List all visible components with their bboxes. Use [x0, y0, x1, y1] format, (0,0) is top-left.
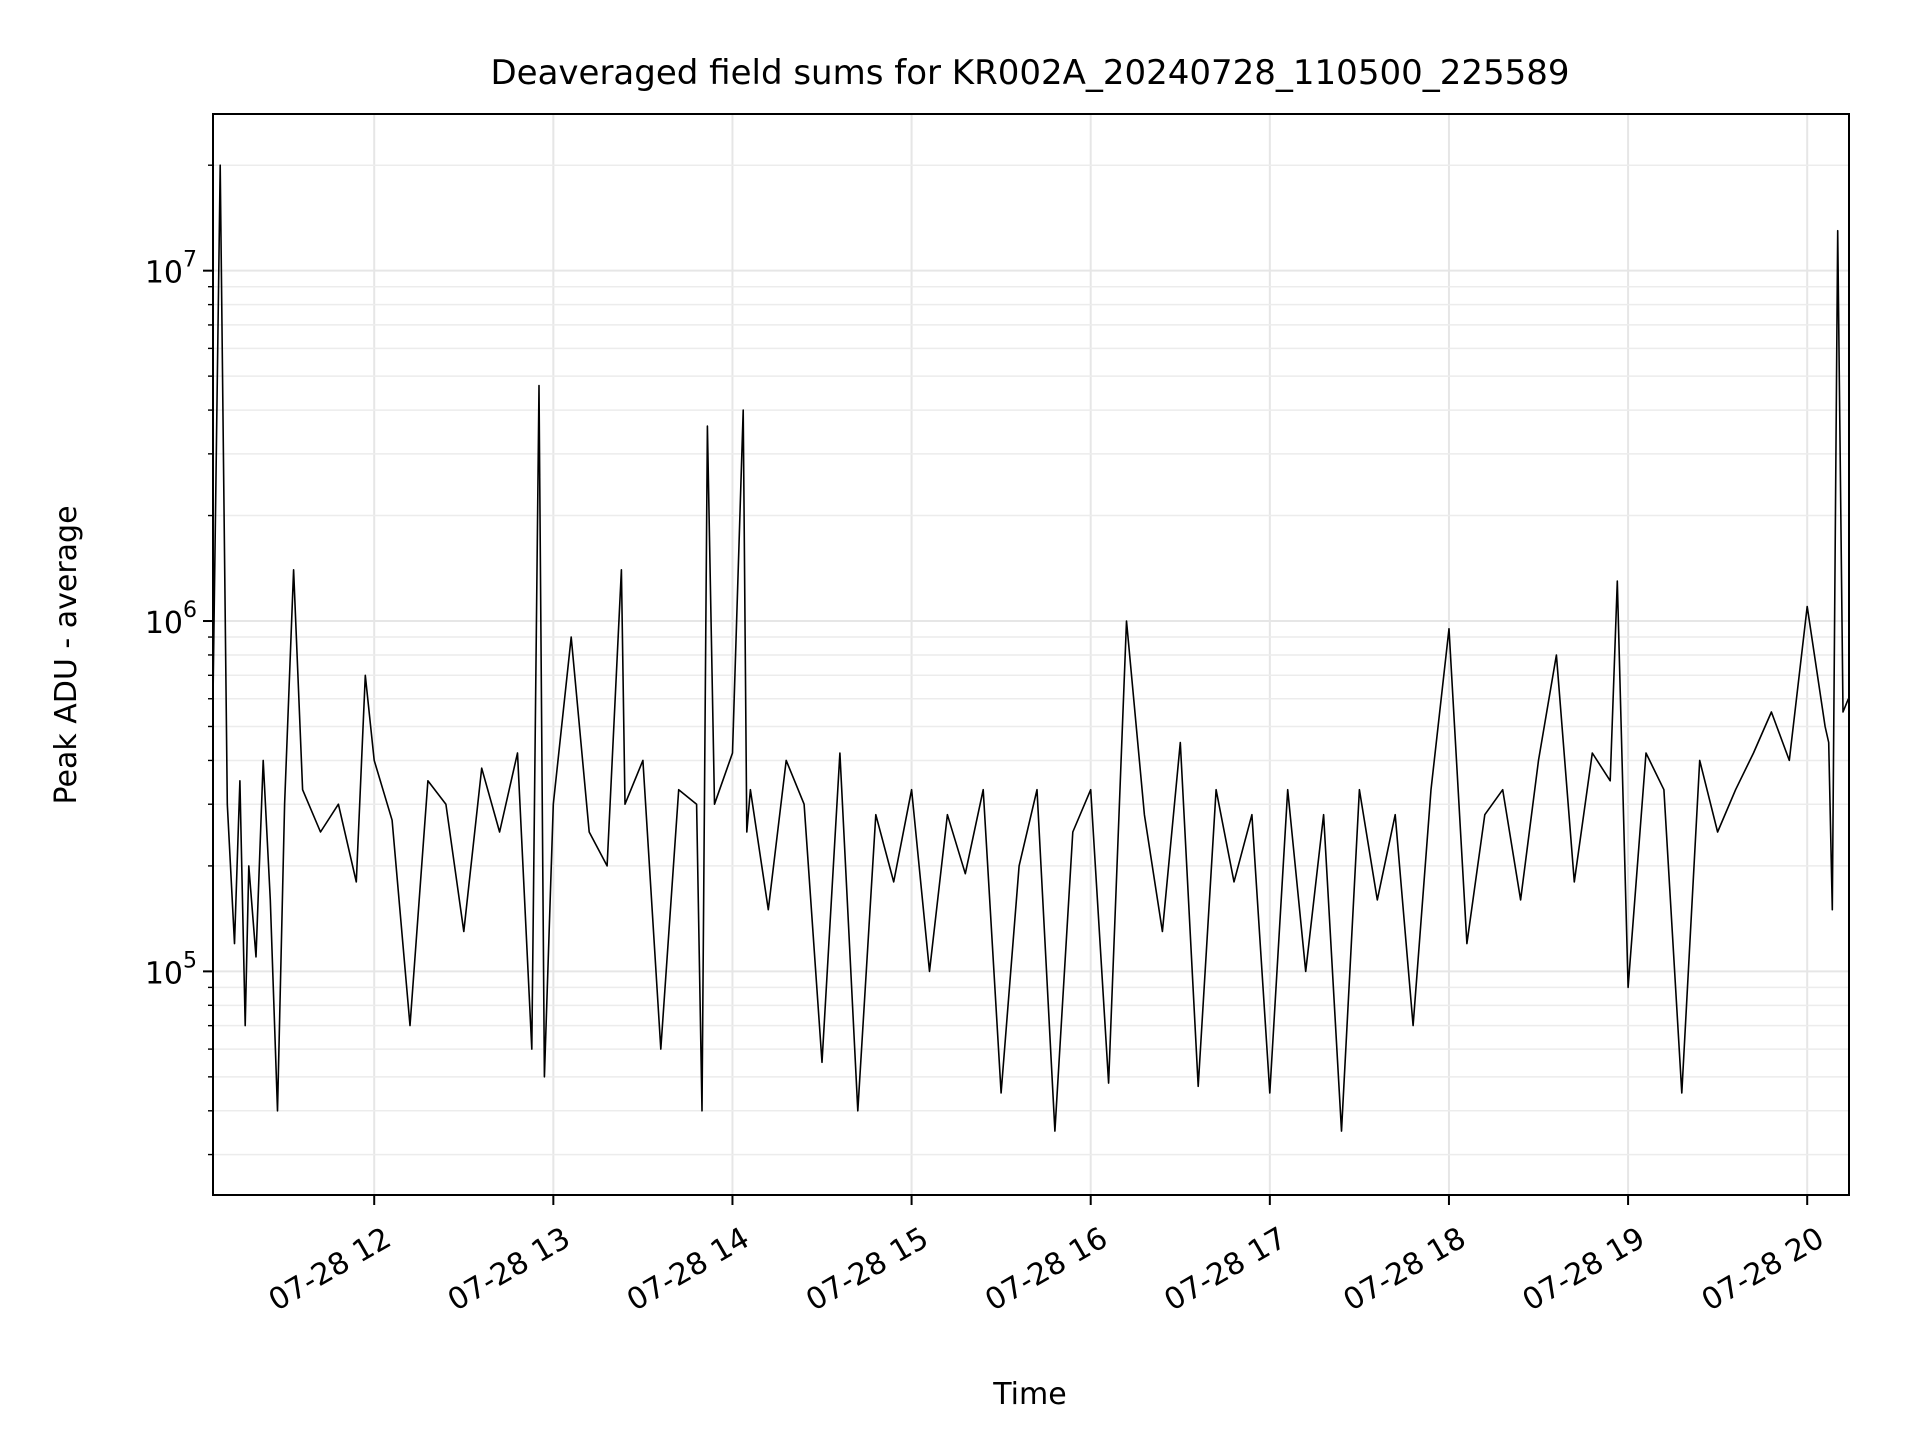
y-tick-base: 10 — [145, 956, 183, 991]
series-layer — [212, 164, 1850, 1132]
y-tick-label: 106 — [145, 598, 197, 641]
y-tick-label: 107 — [145, 248, 197, 291]
x-axis-label: Time — [992, 1377, 1066, 1412]
chart-title: Deaveraged field sums for KR002A_2024072… — [490, 53, 1569, 93]
y-tick-label: 105 — [145, 948, 197, 991]
y-tick-exponent: 6 — [183, 598, 197, 623]
y-tick-base: 10 — [145, 606, 183, 641]
y-tick-exponent: 7 — [183, 248, 197, 273]
y-tick-base: 10 — [145, 256, 183, 291]
series-line — [212, 164, 1850, 1132]
y-tick-exponent: 5 — [183, 948, 197, 973]
grid-lines — [213, 114, 1849, 1195]
y-axis-label: Peak ADU - average — [49, 505, 84, 804]
